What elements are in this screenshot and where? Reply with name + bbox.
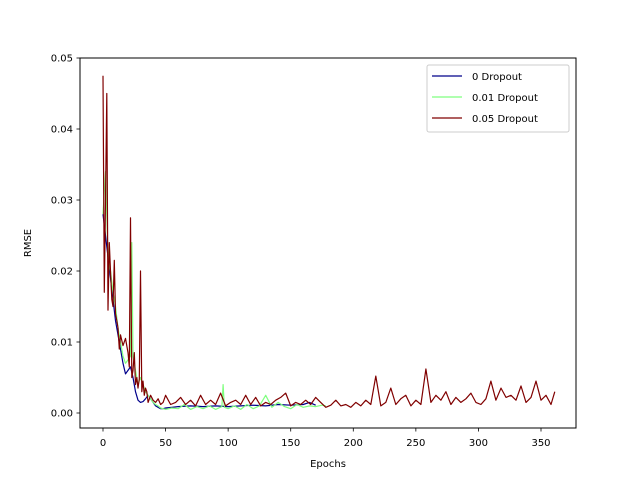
y-tick-label: 0.04	[51, 125, 73, 136]
legend-item-0-dropout: 0 Dropout	[432, 72, 522, 83]
legend-item-0.01-dropout: 0.01 Dropout	[432, 93, 538, 104]
x-tick-label: 150	[281, 438, 300, 449]
series-line-0.01-dropout	[102, 171, 326, 410]
series-line-0.05-dropout	[102, 75, 556, 408]
legend-label: 0 Dropout	[472, 72, 522, 83]
plot-frame	[79, 57, 577, 429]
x-tick-label: 200	[344, 438, 363, 449]
y-tick-label: 0.00	[51, 409, 73, 420]
x-tick-label: 250	[406, 438, 425, 449]
y-tick-label: 0.01	[51, 338, 73, 349]
y-tick-label: 0.02	[51, 267, 73, 278]
legend-box	[426, 64, 570, 133]
legend-label: 0.01 Dropout	[472, 93, 538, 104]
y-axis-label: RMSE	[23, 229, 34, 257]
y-tick-label: 0.05	[51, 54, 73, 65]
legend-label: 0.05 Dropout	[472, 114, 538, 125]
y-tick-label: 0.03	[51, 196, 73, 207]
x-tick-label: 100	[219, 438, 238, 449]
x-tick-label: 0	[100, 438, 106, 449]
legend-item-0.05-dropout: 0.05 Dropout	[432, 114, 538, 125]
x-tick-label: 50	[159, 438, 172, 449]
x-axis: 0 50 100 150 200 250 300 350	[100, 428, 551, 449]
x-axis-label: Epochs	[310, 459, 346, 470]
x-tick-label: 300	[469, 438, 488, 449]
legend: 0 Dropout 0.01 Dropout 0.05 Dropout	[426, 64, 570, 133]
x-tick-label: 350	[531, 438, 550, 449]
y-axis: 0.00 0.01 0.02 0.03 0.04 0.05	[51, 54, 80, 420]
series-layer	[102, 75, 556, 410]
